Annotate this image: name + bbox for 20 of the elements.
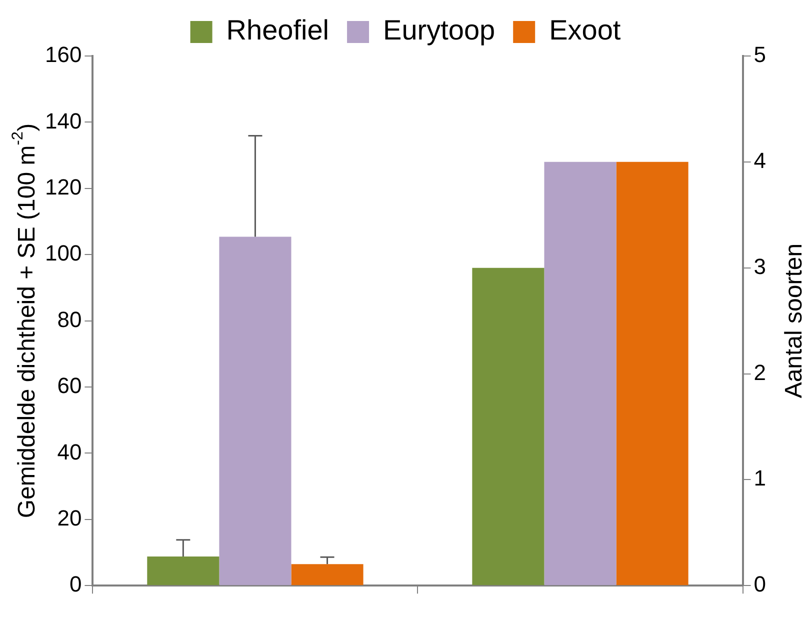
y2-axis-title: Aantal soorten	[780, 243, 808, 398]
y-tick-label: 160	[44, 42, 82, 68]
legend-label: Rheofiel	[226, 14, 330, 46]
y-tick-label: 80	[57, 306, 82, 332]
y-tick-label: 20	[57, 505, 82, 530]
y2-tick-label: 2	[754, 360, 766, 385]
y-tick-label: 0	[69, 572, 82, 597]
legend-label: Exoot	[549, 14, 621, 46]
y2-tick-label: 3	[754, 254, 766, 279]
legend-label: Eurytoop	[383, 14, 496, 46]
y-axis-title: Gemiddelde dichtheid + SE (100 m-2)	[10, 123, 41, 518]
y-tick-label: 100	[44, 240, 82, 266]
y2-tick-label: 5	[754, 42, 766, 68]
y-tick-label: 140	[44, 108, 82, 134]
y-tick-label: 40	[57, 439, 82, 464]
y2-tick-label: 1	[754, 466, 766, 491]
y-tick-label: 60	[57, 373, 82, 398]
y-tick-label: 120	[44, 174, 82, 200]
y2-tick-label: 4	[754, 148, 766, 173]
y2-tick-label: 0	[754, 572, 766, 597]
